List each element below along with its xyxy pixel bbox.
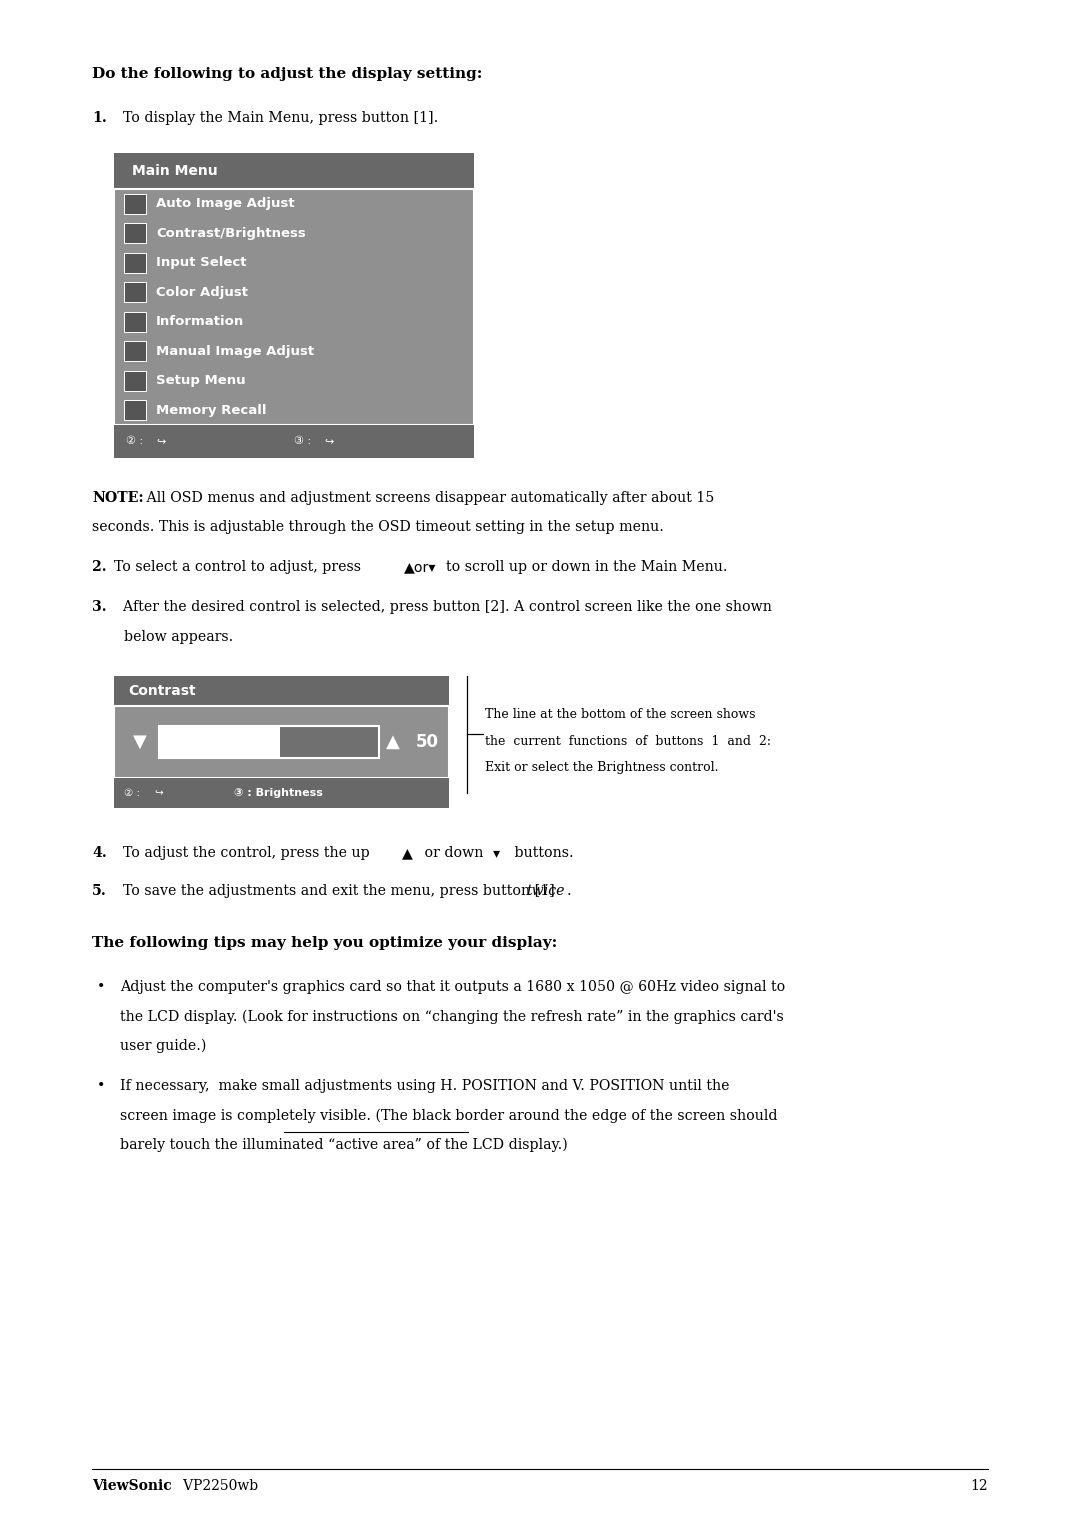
Text: To save the adjustments and exit the menu, press button [1]: To save the adjustments and exit the men…: [114, 884, 559, 898]
Text: 4.: 4.: [92, 846, 107, 860]
Text: ③ :: ③ :: [294, 437, 311, 446]
Text: To display the Main Menu, press button [1].: To display the Main Menu, press button […: [114, 111, 438, 125]
Text: Main Menu: Main Menu: [132, 163, 218, 179]
Text: If necessary,  make small adjustments using H. POSITION and V. POSITION until th: If necessary, make small adjustments usi…: [120, 1080, 729, 1093]
Bar: [114, 705, 449, 777]
Text: 50: 50: [416, 733, 438, 751]
Text: ▾: ▾: [492, 846, 500, 860]
Text: To adjust the control, press the up: To adjust the control, press the up: [114, 846, 375, 860]
Bar: [124, 341, 146, 362]
Text: below appears.: below appears.: [124, 631, 233, 644]
Text: 2.: 2.: [92, 560, 107, 574]
Text: ViewSonic: ViewSonic: [92, 1480, 172, 1493]
Text: the  current  functions  of  buttons  1  and  2:: the current functions of buttons 1 and 2…: [485, 734, 771, 748]
Bar: [124, 194, 146, 214]
Text: seconds. This is adjustable through the OSD timeout setting in the setup menu.: seconds. This is adjustable through the …: [92, 521, 664, 534]
Text: The following tips may help you optimize your display:: The following tips may help you optimize…: [92, 936, 557, 950]
Text: 3.: 3.: [92, 600, 107, 614]
Text: 5.: 5.: [92, 884, 107, 898]
Text: Contrast: Contrast: [129, 684, 195, 698]
Text: ▼: ▼: [133, 733, 147, 751]
Text: Exit or select the Brightness control.: Exit or select the Brightness control.: [485, 762, 718, 774]
Text: •: •: [97, 980, 106, 994]
Bar: [114, 189, 474, 425]
Text: Setup Menu: Setup Menu: [156, 374, 245, 388]
Text: ▲: ▲: [386, 733, 400, 751]
Text: To select a control to adjust, press: To select a control to adjust, press: [114, 560, 361, 574]
Bar: [124, 282, 146, 302]
Bar: [280, 725, 379, 757]
Bar: [124, 371, 146, 391]
Bar: [124, 253, 146, 273]
Text: Information: Information: [156, 315, 244, 328]
Text: ↪: ↪: [156, 437, 165, 446]
Text: 12: 12: [970, 1480, 988, 1493]
Bar: [114, 153, 474, 189]
Text: .: .: [567, 884, 571, 898]
Bar: [124, 223, 146, 243]
Text: ↪: ↪: [324, 437, 334, 446]
Bar: [159, 725, 379, 757]
Text: or down: or down: [420, 846, 488, 860]
Text: ▲or▾: ▲or▾: [404, 560, 436, 574]
Text: ② :: ② :: [126, 437, 144, 446]
Bar: [114, 425, 474, 458]
Text: Color Adjust: Color Adjust: [156, 286, 248, 299]
Text: buttons.: buttons.: [510, 846, 573, 860]
Text: Contrast/Brightness: Contrast/Brightness: [156, 226, 306, 240]
Text: Do the following to adjust the display setting:: Do the following to adjust the display s…: [92, 67, 483, 81]
Text: Auto Image Adjust: Auto Image Adjust: [156, 197, 295, 211]
Text: NOTE:: NOTE:: [92, 492, 144, 505]
Text: VP2250wb: VP2250wb: [170, 1480, 258, 1493]
Bar: [124, 400, 146, 420]
Text: twice: twice: [526, 884, 565, 898]
Text: After the desired control is selected, press button [2]. A control screen like t: After the desired control is selected, p…: [114, 600, 772, 614]
Text: 1.: 1.: [92, 111, 107, 125]
Text: user guide.): user guide.): [120, 1038, 206, 1054]
Bar: [114, 777, 449, 808]
Text: barely touch the illuminated “active area” of the LCD display.): barely touch the illuminated “active are…: [120, 1138, 568, 1153]
Text: Manual Image Adjust: Manual Image Adjust: [156, 345, 314, 357]
Bar: [124, 312, 146, 331]
Text: the LCD display. (Look for instructions on “changing the refresh rate” in the gr: the LCD display. (Look for instructions …: [120, 1009, 784, 1025]
Text: ↪: ↪: [154, 788, 163, 799]
Text: Memory Recall: Memory Recall: [156, 403, 267, 417]
Text: All OSD menus and adjustment screens disappear automatically after about 15: All OSD menus and adjustment screens dis…: [141, 492, 714, 505]
Text: to scroll up or down in the Main Menu.: to scroll up or down in the Main Menu.: [446, 560, 728, 574]
Text: ③ : Brightness: ③ : Brightness: [234, 788, 323, 799]
Text: ② :: ② :: [124, 788, 140, 799]
Text: The line at the bottom of the screen shows: The line at the bottom of the screen sho…: [485, 709, 756, 721]
Text: Input Select: Input Select: [156, 257, 246, 269]
Bar: [114, 676, 449, 705]
Text: •: •: [97, 1080, 106, 1093]
Text: screen image is completely visible. (The black border around the edge of the scr: screen image is completely visible. (The…: [120, 1109, 778, 1122]
Bar: [159, 725, 280, 757]
Text: ▲: ▲: [402, 846, 413, 860]
Text: Adjust the computer's graphics card so that it outputs a 1680 x 1050 @ 60Hz vide: Adjust the computer's graphics card so t…: [120, 980, 785, 994]
